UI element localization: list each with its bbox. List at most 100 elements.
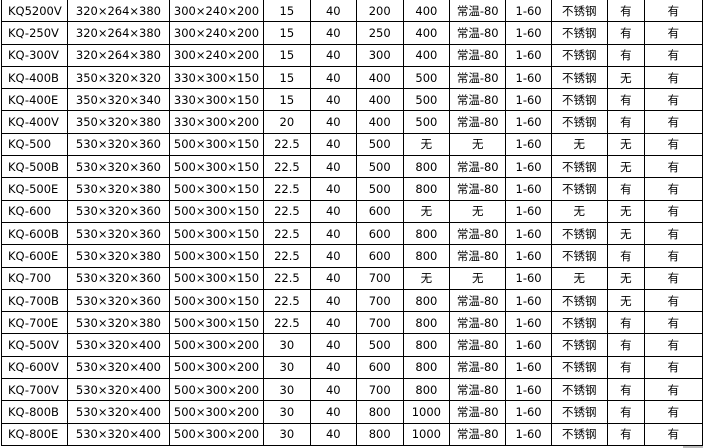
table-row: KQ-600 530×320×360 500×300×150 22.5 40 600 无无 1… xyxy=(1,199,703,223)
cell-cover: 有 xyxy=(643,155,703,179)
cell-ultrasonic-power: 300 xyxy=(355,43,404,67)
cell-inner-size: 500×300×150 xyxy=(169,177,264,201)
cell-drain: 无 xyxy=(606,288,645,313)
cell-ultrasonic-power: 250 xyxy=(355,21,404,45)
cell-cover: 有 xyxy=(643,378,703,402)
cell-inner-size: 330×300×200 xyxy=(169,110,264,134)
cell-ultrasonic-power: 800 xyxy=(355,422,404,446)
cell-capacity: 22.5 xyxy=(262,177,311,201)
cell-ultrasonic-power: 400 xyxy=(355,88,404,112)
cell-capacity: 15 xyxy=(262,65,311,90)
cell-inner-size: 300×240×200 xyxy=(169,0,264,23)
cell-temperature: 常温-80 xyxy=(449,110,507,134)
cell-basket: 不锈钢 xyxy=(550,177,608,201)
cell-outer-size: 350×320×320 xyxy=(66,65,171,90)
cell-outer-size: 530×320×400 xyxy=(66,333,171,357)
cell-outer-size: 530×320×360 xyxy=(66,199,171,223)
cell-capacity: 22.5 xyxy=(262,288,311,313)
cell-model: KQ-500B xyxy=(1,155,68,179)
cell-time: 1-60 xyxy=(505,132,552,157)
cell-frequency: 40 xyxy=(309,244,357,268)
cell-cover: 有 xyxy=(643,311,703,335)
cell-time: 1-60 xyxy=(505,0,552,23)
cell-model: KQ-400V xyxy=(1,110,68,134)
cell-capacity: 15 xyxy=(262,43,311,67)
cell-model: KQ-800E xyxy=(1,422,68,446)
cell-time: 1-60 xyxy=(505,355,552,380)
cell-model: KQ-500E xyxy=(1,177,68,201)
cell-basket: 无 xyxy=(550,266,608,290)
cell-basket: 无 xyxy=(550,199,608,223)
cell-time: 1-60 xyxy=(505,333,552,357)
cell-cover: 有 xyxy=(643,221,703,246)
cell-drain: 有 xyxy=(606,21,645,45)
cell-outer-size: 530×320×360 xyxy=(66,288,171,313)
cell-ultrasonic-power: 400 xyxy=(355,65,404,90)
cell-frequency: 40 xyxy=(309,132,357,157)
cell-drain: 无 xyxy=(606,199,645,223)
cell-outer-size: 320×264×380 xyxy=(66,21,171,45)
bottom-edge xyxy=(0,446,703,448)
cell-cover: 有 xyxy=(643,244,703,268)
cell-temperature: 常温-80 xyxy=(449,355,507,380)
cell-temperature: 常温-80 xyxy=(449,244,507,268)
cell-heating-power: 800 xyxy=(402,221,451,246)
cell-outer-size: 530×320×400 xyxy=(66,400,171,424)
cell-model: KQ-250V xyxy=(1,21,68,45)
cell-frequency: 40 xyxy=(309,0,357,23)
table-row: KQ-600B 530×320×360 500×300×150 22.5 40 600 80… xyxy=(1,221,703,246)
cell-drain: 有 xyxy=(606,311,645,335)
cell-drain: 有 xyxy=(606,400,645,424)
cell-temperature: 常温-80 xyxy=(449,88,507,112)
cell-heating-power: 500 xyxy=(402,65,451,90)
cell-ultrasonic-power: 700 xyxy=(355,311,404,335)
cell-cover: 有 xyxy=(643,177,703,201)
cell-capacity: 22.5 xyxy=(262,132,311,157)
cell-ultrasonic-power: 800 xyxy=(355,400,404,424)
cell-temperature: 无 xyxy=(449,199,507,223)
cell-heating-power: 无 xyxy=(402,199,451,223)
cell-drain: 有 xyxy=(606,0,645,23)
cell-frequency: 40 xyxy=(309,266,357,290)
cell-temperature: 常温-80 xyxy=(449,0,507,23)
cell-ultrasonic-power: 600 xyxy=(355,355,404,380)
cell-inner-size: 500×300×150 xyxy=(169,132,264,157)
cell-cover: 有 xyxy=(643,21,703,45)
cell-basket: 不锈钢 xyxy=(550,355,608,380)
cell-basket: 不锈钢 xyxy=(550,288,608,313)
cell-inner-size: 500×300×200 xyxy=(169,422,264,446)
scrollbar-corner[interactable] xyxy=(683,446,703,448)
table-row: KQ-800E 530×320×400 500×300×200 30 40 800 1000… xyxy=(1,422,703,446)
cell-basket: 不锈钢 xyxy=(550,378,608,402)
cell-temperature: 常温-80 xyxy=(449,311,507,335)
cell-capacity: 30 xyxy=(262,400,311,424)
cell-drain: 有 xyxy=(606,177,645,201)
cell-capacity: 22.5 xyxy=(262,155,311,179)
cell-cover: 有 xyxy=(643,110,703,134)
cell-basket: 不锈钢 xyxy=(550,244,608,268)
cell-ultrasonic-power: 600 xyxy=(355,244,404,268)
cell-frequency: 40 xyxy=(309,199,357,223)
cell-cover: 有 xyxy=(643,266,703,290)
cell-drain: 有 xyxy=(606,355,645,380)
cell-drain: 有 xyxy=(606,422,645,446)
table-row: KQ-400E 350×320×340 330×300×150 15 40 400 500 常… xyxy=(1,88,703,112)
cell-model: KQ-700V xyxy=(1,378,68,402)
cell-basket: 不锈钢 xyxy=(550,221,608,246)
cell-capacity: 22.5 xyxy=(262,244,311,268)
cell-model: KQ-400E xyxy=(1,88,68,112)
cell-inner-size: 500×300×200 xyxy=(169,378,264,402)
cell-capacity: 22.5 xyxy=(262,311,311,335)
cell-drain: 无 xyxy=(606,132,645,157)
cell-heating-power: 400 xyxy=(402,21,451,45)
cell-temperature: 常温-80 xyxy=(449,288,507,313)
cell-temperature: 无 xyxy=(449,266,507,290)
table-row: KQ-250V 320×264×380 300×240×200 15 40 250 400 常… xyxy=(1,21,703,45)
cell-heating-power: 800 xyxy=(402,155,451,179)
cell-model: KQ-600B xyxy=(1,221,68,246)
cell-temperature: 常温-80 xyxy=(449,155,507,179)
cell-frequency: 40 xyxy=(309,311,357,335)
cell-capacity: 22.5 xyxy=(262,221,311,246)
cell-frequency: 40 xyxy=(309,177,357,201)
cell-model: KQ-500V xyxy=(1,333,68,357)
